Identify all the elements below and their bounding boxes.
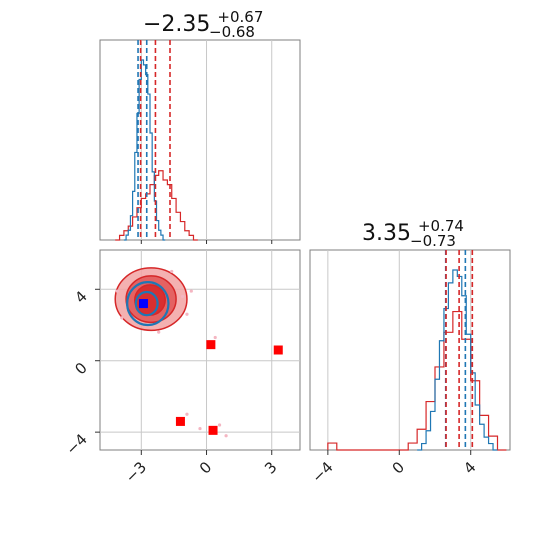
title-param1-value: −2.35 <box>143 12 210 37</box>
scatter-sample-point <box>185 312 189 316</box>
scatter-sample-point <box>198 426 202 431</box>
title-param2-minus: −0.73 <box>410 232 456 250</box>
hist1-red-series <box>115 170 198 241</box>
contour-layer <box>114 267 228 438</box>
contour-blue-outer <box>126 281 170 327</box>
scatter-sample-point <box>115 289 119 293</box>
hist1-blue-series <box>123 59 166 241</box>
red-square-marker <box>206 340 216 350</box>
scatter-sample-point <box>213 335 217 340</box>
panel-hist-param1 <box>99 39 301 241</box>
y-ticklabel-param2: −4 <box>62 430 90 458</box>
x-ticklabel-param1: 0 <box>196 458 215 477</box>
title-param2-plus: +0.74 <box>418 217 464 235</box>
title-param2: 3.35 +0.74 <box>362 217 464 246</box>
marks-layer <box>115 40 507 451</box>
grid-lines <box>100 40 472 450</box>
hist2-blue-series <box>417 269 498 451</box>
scatter-sample-point <box>170 269 174 274</box>
red-square-marker <box>208 425 218 435</box>
scatter-sample-point <box>185 412 189 416</box>
x-ticklabel-param2: −4 <box>308 458 336 486</box>
panel-hist-param2 <box>309 249 511 451</box>
x-ticklabel-param2: 0 <box>389 458 408 477</box>
x-ticklabel-param1: −3 <box>122 458 150 486</box>
x-ticklabel-param1: 3 <box>261 458 280 477</box>
scatter-sample-point <box>157 330 161 334</box>
scatter-sample-point <box>120 316 124 320</box>
title-param1-plus: +0.67 <box>217 8 263 26</box>
red-square-marker <box>175 416 185 426</box>
y-ticklabel-param2: 4 <box>71 287 90 306</box>
title-param2-value: 3.35 <box>362 221 411 246</box>
scatter-sample-point <box>224 434 228 438</box>
title-param1-minus: −0.68 <box>209 23 255 41</box>
scatter-sample-point <box>181 294 185 299</box>
red-square-marker <box>273 345 283 355</box>
blue-square-marker <box>138 299 148 309</box>
contour-blue-inner <box>134 290 159 317</box>
y-ticklabel-param2: 0 <box>71 359 90 378</box>
scatter-sample-point <box>217 423 222 427</box>
x-ticklabel-param2: 4 <box>460 458 479 477</box>
scatter-sample-point <box>189 289 193 293</box>
title-param1: −2.35 +0.67 <box>143 8 263 37</box>
